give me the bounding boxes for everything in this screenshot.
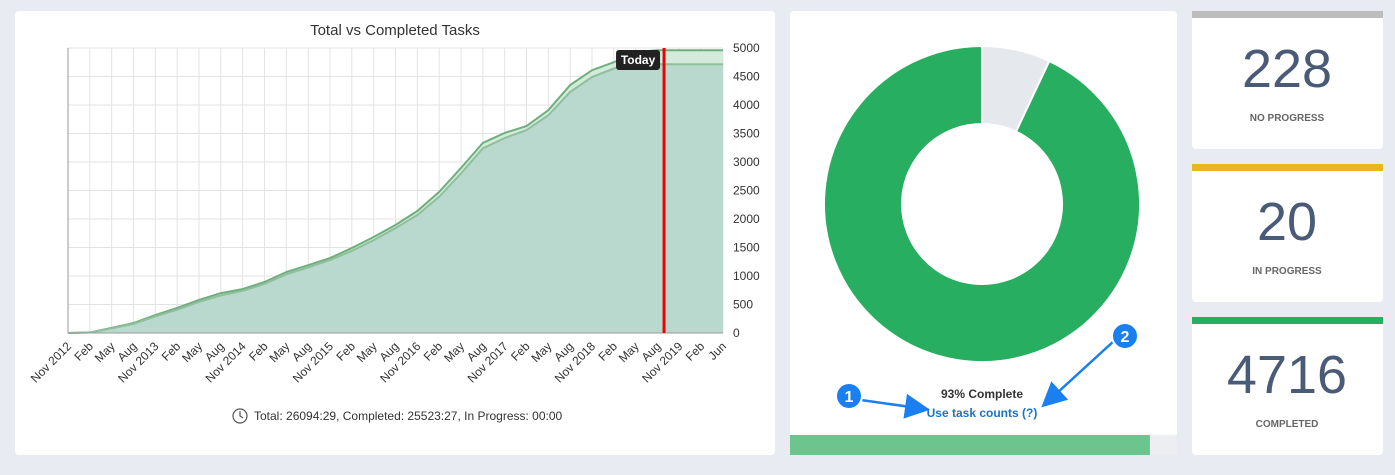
y-tick-label: 500 xyxy=(733,298,753,312)
stat-value: 20 xyxy=(1257,192,1317,252)
area-line xyxy=(67,49,723,334)
y-tick-label: 4000 xyxy=(733,98,760,112)
stat-label: IN PROGRESS xyxy=(1252,266,1322,277)
stat-card-bar xyxy=(1192,11,1383,18)
callout-badge xyxy=(1111,322,1139,350)
area-fill xyxy=(68,64,723,334)
stat-value: 4716 xyxy=(1227,345,1347,405)
stat-label: NO PROGRESS xyxy=(1250,113,1325,124)
y-tick-label: 4500 xyxy=(733,70,760,84)
chart-footer: Total: 26094:29, Completed: 25523:27, In… xyxy=(254,409,563,423)
callout-number: 1 xyxy=(845,389,854,406)
stat-value: 228 xyxy=(1242,39,1332,99)
y-tick-label: 5000 xyxy=(733,41,760,55)
area-line xyxy=(67,63,723,334)
y-tick-label: 3500 xyxy=(733,127,760,141)
stat-label: COMPLETED xyxy=(1256,419,1319,430)
y-tick-label: 1000 xyxy=(733,269,760,283)
callout-arrow xyxy=(1041,339,1116,408)
chart-title: Total vs Completed Tasks xyxy=(310,22,480,39)
stat-card xyxy=(1192,11,1383,149)
stat-card xyxy=(1192,164,1383,302)
stat-card-bar xyxy=(1192,164,1383,171)
today-tooltip xyxy=(616,50,661,70)
stat-card xyxy=(1192,317,1383,455)
clock-hands xyxy=(239,411,244,419)
clock-icon xyxy=(232,408,248,424)
y-tick-label: 2000 xyxy=(733,212,760,226)
callout-arrow xyxy=(860,393,930,419)
task-counts-link[interactable]: Use task counts (?) xyxy=(927,406,1038,420)
y-tick-label: 2500 xyxy=(733,184,760,198)
callout-number: 2 xyxy=(1121,329,1130,346)
y-tick-label: 1500 xyxy=(733,241,760,255)
y-tick-label: 3000 xyxy=(733,155,760,169)
donut-segment xyxy=(822,44,1141,363)
progress-bar xyxy=(790,435,1150,455)
completion-label: 93% Complete xyxy=(941,387,1023,401)
today-label: Today xyxy=(621,53,656,67)
callout-badge xyxy=(835,382,863,410)
y-tick-label: 0 xyxy=(733,326,740,340)
stat-card-bar xyxy=(1192,317,1383,324)
